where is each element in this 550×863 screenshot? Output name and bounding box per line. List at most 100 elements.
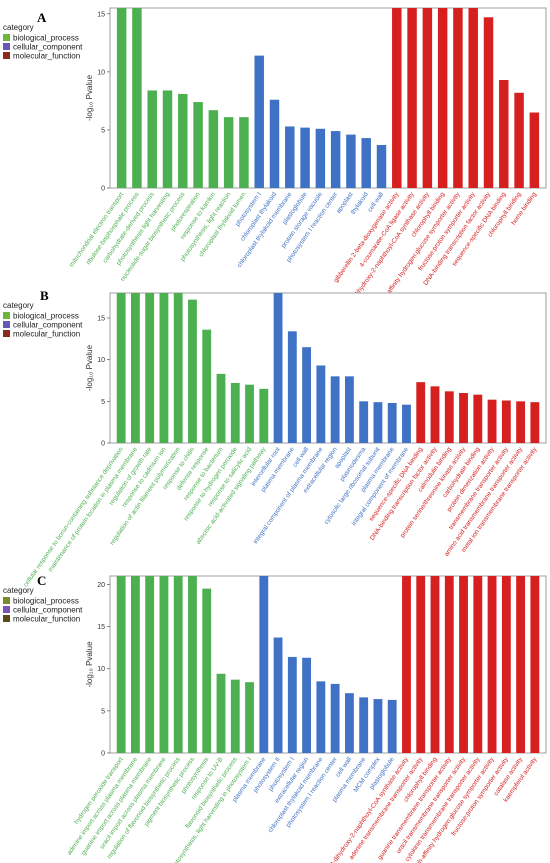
bar — [145, 576, 155, 753]
bar — [459, 576, 468, 753]
y-tick-label: 5 — [101, 708, 105, 715]
bar — [239, 117, 249, 188]
bar — [473, 576, 483, 753]
legend-label: molecular_function — [13, 615, 80, 624]
y-axis-label: -log₁₀ Pvalue — [85, 74, 94, 121]
y-tick-label: 5 — [101, 127, 105, 134]
panel-label: C — [37, 573, 46, 588]
legend-label: biological_process — [13, 597, 79, 606]
legend-label: cellular_component — [13, 43, 83, 52]
bar — [254, 55, 264, 189]
legend-swatch — [3, 43, 10, 50]
bar — [162, 90, 173, 188]
x-tick-label: cellular response to boron-containing su… — [22, 446, 125, 589]
legend-swatch — [3, 597, 10, 604]
legend-swatch — [3, 52, 10, 59]
bar — [330, 683, 340, 753]
bar — [202, 329, 212, 443]
bar — [216, 673, 226, 753]
bar — [402, 404, 411, 443]
bar — [173, 576, 183, 753]
bar — [145, 293, 155, 443]
bar — [330, 131, 341, 188]
bar — [316, 681, 326, 753]
legend-swatch — [3, 330, 10, 337]
bar — [487, 399, 497, 443]
bar — [359, 401, 369, 443]
legend-label: molecular_function — [13, 330, 80, 339]
bar — [300, 127, 310, 188]
bar — [530, 576, 540, 753]
bar — [483, 17, 494, 188]
bar — [344, 693, 354, 753]
bar — [459, 393, 468, 443]
bar — [361, 138, 371, 188]
plot-area — [109, 7, 547, 189]
bar — [287, 331, 297, 443]
y-tick-label: 5 — [101, 399, 105, 406]
bar — [259, 576, 269, 753]
y-tick-label: 20 — [97, 582, 105, 589]
bar — [316, 365, 326, 443]
bar — [376, 145, 387, 188]
bar — [188, 576, 197, 753]
bar — [193, 102, 203, 188]
legend-label: molecular_function — [13, 52, 80, 61]
legend-swatch — [3, 312, 10, 319]
bar — [468, 8, 478, 188]
bar — [315, 128, 326, 188]
panel-label: B — [40, 288, 49, 303]
plot-area — [109, 575, 547, 754]
bar — [373, 699, 383, 753]
bar — [530, 402, 540, 443]
plot-area — [109, 292, 547, 444]
bar — [130, 576, 140, 753]
y-axis-label: -log₁₀ Pvalue — [85, 641, 94, 688]
bar — [514, 92, 524, 188]
bar — [178, 93, 188, 188]
bar — [444, 576, 454, 753]
bar — [407, 8, 417, 188]
bar — [223, 117, 234, 188]
legend-label: biological_process — [13, 312, 79, 321]
bar — [302, 657, 312, 753]
bar — [416, 382, 426, 443]
bar — [437, 8, 448, 188]
bar — [392, 8, 402, 188]
bar — [416, 576, 426, 753]
bar — [230, 679, 240, 753]
y-tick-label: 15 — [97, 316, 105, 323]
y-axis-label: -log₁₀ Pvalue — [85, 344, 94, 391]
panel-label: A — [37, 10, 47, 25]
y-tick-label: 10 — [97, 69, 105, 76]
bar — [173, 293, 183, 443]
bar — [116, 293, 126, 443]
bar — [116, 576, 126, 753]
bar — [159, 576, 169, 753]
legend-swatch — [3, 321, 10, 328]
bar — [359, 697, 369, 753]
bar — [501, 576, 511, 753]
bar — [273, 637, 283, 753]
bar — [346, 134, 356, 188]
bar — [430, 576, 440, 753]
bar — [430, 386, 440, 443]
bar — [259, 388, 269, 443]
legend-title: category — [3, 586, 34, 595]
bar — [501, 400, 511, 443]
y-tick-label: 10 — [97, 357, 105, 364]
bar — [516, 576, 526, 753]
y-tick-label: 15 — [97, 11, 105, 18]
bar — [208, 110, 219, 188]
bar — [499, 80, 509, 188]
y-tick-label: 15 — [97, 624, 105, 631]
y-tick-label: 0 — [101, 751, 105, 758]
bar — [159, 293, 169, 443]
bar — [287, 656, 297, 753]
y-tick-label: 0 — [101, 441, 105, 448]
legend-swatch — [3, 34, 10, 41]
bar — [273, 293, 283, 443]
